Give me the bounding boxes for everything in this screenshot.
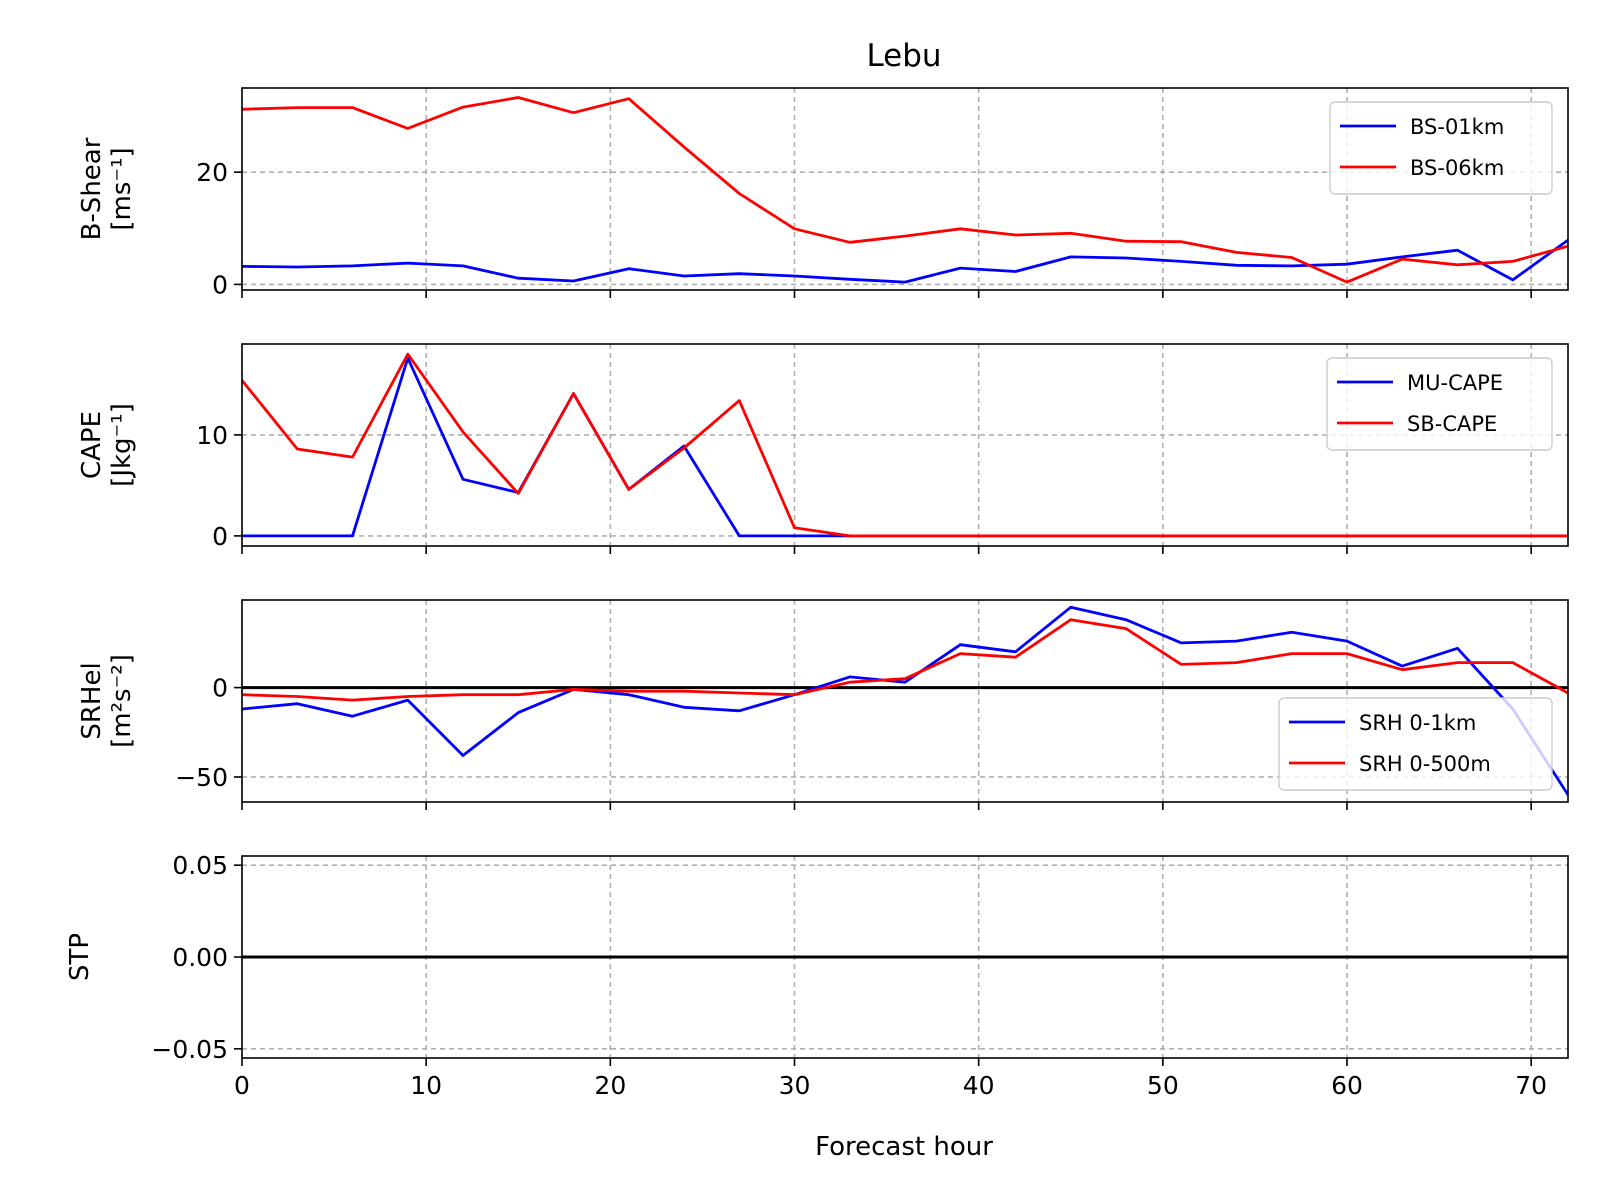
legend: MU-CAPE SB-CAPE [1326, 357, 1553, 451]
series-line-bs-06km [242, 96, 1568, 284]
y-tick-label: 0 [212, 522, 228, 551]
y-tick-label: −50 [175, 763, 228, 792]
series-line-bs-01km [242, 238, 1568, 284]
y-axis-unit: [m²s⁻²] [107, 654, 137, 748]
x-tick-label: 30 [779, 1071, 811, 1100]
legend: BS-01km BS-06km [1329, 101, 1553, 195]
y-axis-label: B-Shear [77, 137, 107, 240]
y-tick-label: 0 [212, 270, 228, 299]
x-tick-label: 40 [963, 1071, 995, 1100]
y-tick-label: 10 [196, 421, 228, 450]
x-tick-label: 20 [594, 1071, 626, 1100]
series-line-sb-cape [242, 352, 1568, 538]
y-axis-label: SRHel [77, 662, 107, 739]
panel-frame [241, 343, 1569, 547]
x-axis: 0 10 20 30 40 50 60 70 [234, 1071, 1547, 1100]
y-axis-label: STP [65, 933, 95, 981]
y-tick-label: 0 [212, 674, 228, 703]
y-tick-label: 0.00 [172, 943, 228, 972]
panel-2: 0 10 CAPE [Jkg⁻¹] MU-CAPE SB-CAPE [77, 343, 1569, 554]
panel-3: −50 0 SRHel [m²s⁻²] SRH 0-1km SRH 0-500m [77, 599, 1569, 810]
legend-label: BS-01km [1410, 115, 1504, 139]
x-tick-label: 50 [1147, 1071, 1179, 1100]
legend-label: SRH 0-500m [1359, 752, 1491, 776]
panel-1: 0 20 B-Shear [ms⁻¹] BS-01km BS-06km [77, 87, 1569, 299]
x-tick-label: 10 [410, 1071, 442, 1100]
y-tick-label: −0.05 [151, 1035, 228, 1064]
x-axis-label: Forecast hour [815, 1132, 993, 1162]
y-axis-unit: [Jkg⁻¹] [107, 403, 137, 487]
y-tick-label: 20 [196, 158, 228, 187]
legend-label: SB-CAPE [1407, 412, 1497, 436]
series-line-srh-0-500m [242, 618, 1568, 702]
panel-4: −0.05 0.00 0.05 STP [65, 851, 1569, 1066]
x-tick-label: 0 [234, 1071, 250, 1100]
chart-title: Lebu [866, 38, 941, 74]
y-axis-unit: [ms⁻¹] [107, 147, 137, 230]
panel-frame [241, 87, 1569, 291]
legend: SRH 0-1km SRH 0-500m [1278, 697, 1553, 791]
y-axis-label: CAPE [77, 411, 107, 479]
chart-panels: 0 20 B-Shear [ms⁻¹] BS-01km BS-06km 0 10 CAPE [Jk… [65, 87, 1569, 1066]
legend-box [1278, 697, 1553, 791]
x-tick-label: 60 [1331, 1071, 1363, 1100]
series-line-srh-0-1km [242, 605, 1568, 796]
legend-label: SRH 0-1km [1359, 711, 1476, 735]
legend-label: MU-CAPE [1407, 371, 1503, 395]
legend-label: BS-06km [1410, 156, 1504, 180]
y-tick-label: 0.05 [172, 851, 228, 880]
x-tick-label: 70 [1515, 1071, 1547, 1100]
panel-frame [241, 599, 1569, 803]
